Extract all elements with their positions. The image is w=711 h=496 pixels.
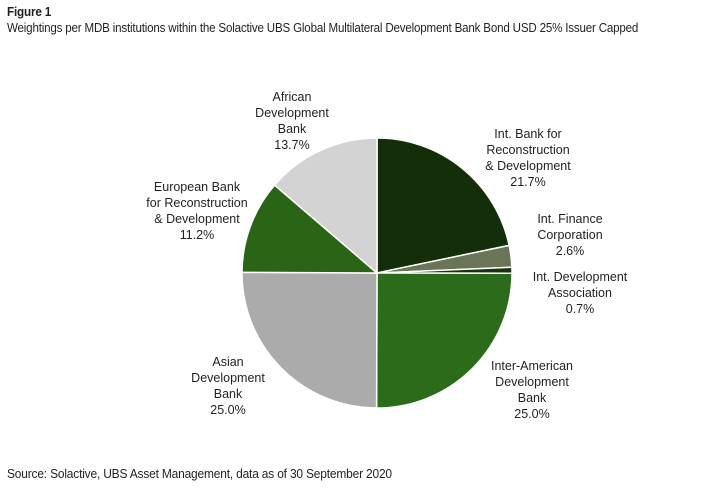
pie-labels: Int. Bank for Reconstruction & Development… <box>146 90 627 421</box>
slice-value-label: 0.7% <box>566 302 595 316</box>
slice-name-label: for Reconstruction <box>146 196 247 210</box>
slice-label: Inter-American Development Bank 25.0% <box>491 359 573 421</box>
slice-value-label: 25.0% <box>210 403 245 417</box>
slice-name-label: & Development <box>154 212 240 226</box>
slice-value-label: 21.7% <box>510 175 545 189</box>
slice-name-label: Bank <box>214 387 243 401</box>
slice-label: Int. Development Association 0.7% <box>533 270 628 316</box>
slice-value-label: 13.7% <box>274 138 309 152</box>
slice-name-label: Development <box>191 371 265 385</box>
slice-label: Asian Development Bank 25.0% <box>191 355 265 417</box>
figure-title: Weightings per MDB institutions within t… <box>7 20 639 35</box>
pie-slice <box>241 271 378 409</box>
slice-name-label: Asian <box>212 355 243 369</box>
slice-label: Int. Bank for Reconstruction & Development… <box>485 127 571 189</box>
slice-name-label: Association <box>548 286 612 300</box>
slice-label: African Development Bank 13.7% <box>255 90 329 152</box>
slice-value-label: 11.2% <box>180 228 215 242</box>
slice-value-label: 25.0% <box>514 407 549 421</box>
slice-value-label: 2.6% <box>556 244 585 258</box>
slice-name-label: European Bank <box>154 180 241 194</box>
slice-name-label: Inter-American <box>491 359 573 373</box>
slice-name-label: Development <box>495 375 569 389</box>
slice-name-label: Int. Finance <box>537 212 602 226</box>
slice-name-label: Corporation <box>537 228 602 242</box>
pie-slice <box>273 137 378 275</box>
pie-slice <box>375 272 513 409</box>
pie-slice <box>376 137 511 274</box>
slice-name-label: Bank <box>278 122 307 136</box>
pie-slice <box>241 184 380 274</box>
source-note: Source: Solactive, UBS Asset Management,… <box>7 466 392 481</box>
slice-label: Int. Finance Corporation 2.6% <box>537 212 602 258</box>
slice-name-label: & Development <box>485 159 571 173</box>
slice-name-label: Reconstruction <box>486 143 569 157</box>
slice-name-label: Int. Development <box>533 270 628 284</box>
slice-name-label: African <box>273 90 312 104</box>
slice-name-label: Development <box>255 106 329 120</box>
slice-name-label: Bank <box>518 391 547 405</box>
slice-name-label: Int. Bank for <box>494 127 561 141</box>
slice-label: European Bank for Reconstruction & Develop… <box>146 180 247 242</box>
pie-slices <box>241 137 513 409</box>
figure-label: Figure 1 <box>7 4 52 19</box>
